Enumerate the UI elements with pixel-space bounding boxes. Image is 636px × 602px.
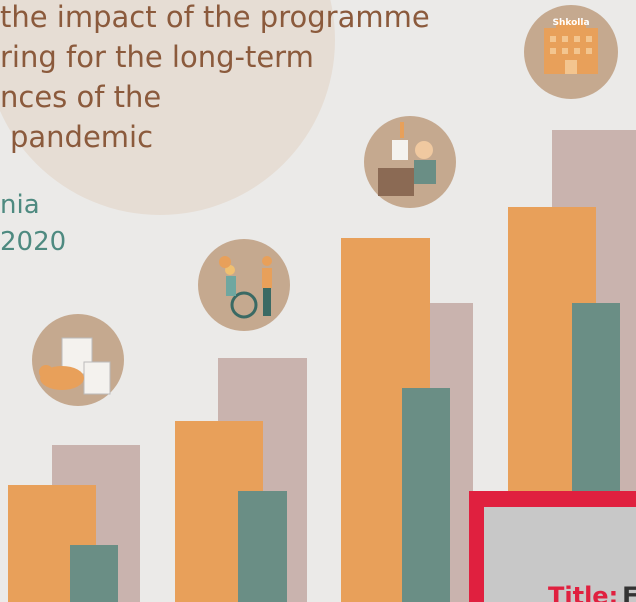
title-value: F [622,582,636,602]
subheading-line: 2020 [0,227,66,257]
icon-care [198,239,290,331]
bar-inner [238,491,287,602]
bar-inner [70,545,118,602]
title-text: Title:F [548,582,636,602]
heading-line: nces of the [0,80,161,114]
title-label: Title: [548,582,618,602]
school-label: Shkolla [552,18,589,28]
bar-inner [402,388,450,602]
page: the impact of the programme ring for the… [0,0,636,602]
icon-papers [32,314,124,406]
heading-line: the impact of the programme [0,0,430,34]
heading-line: pandemic [10,120,153,154]
icon-school: Shkolla [524,5,618,99]
heading-line: ring for the long-term [0,40,314,74]
icon-office [364,116,456,208]
subheading-line: nia [0,190,40,220]
title-box: Title:F [469,491,636,602]
cover: the impact of the programme ring for the… [0,0,636,602]
